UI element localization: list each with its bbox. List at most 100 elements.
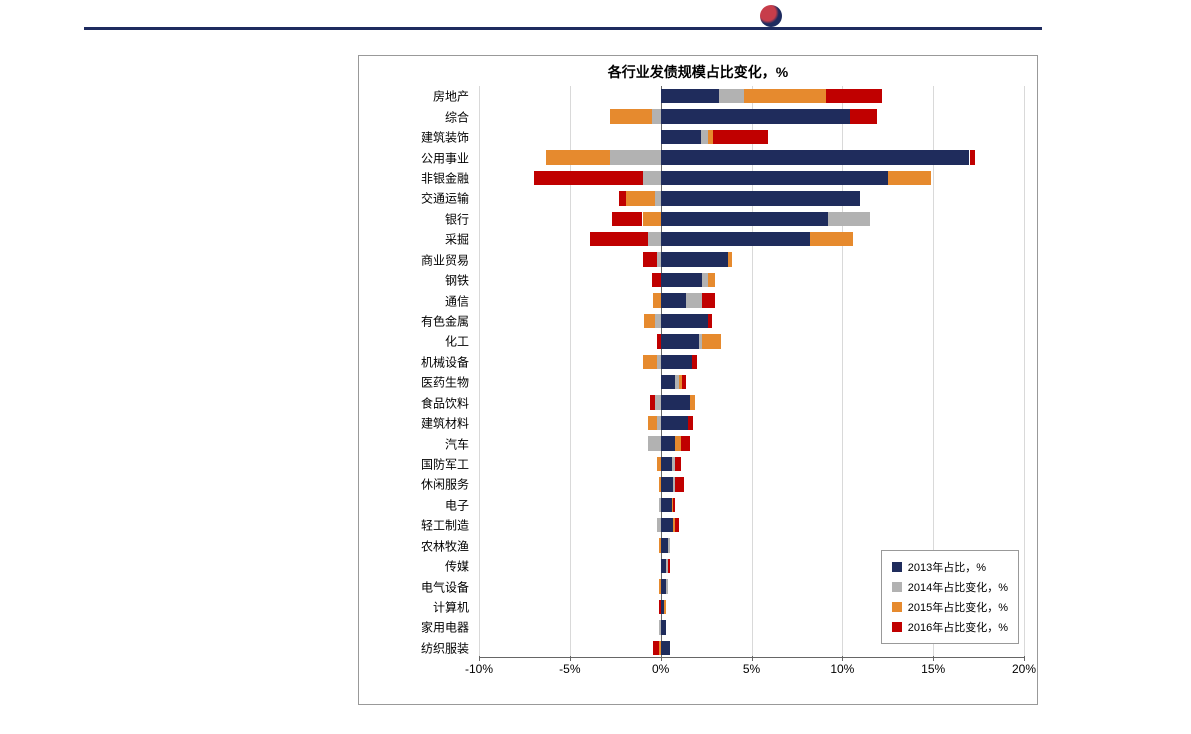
bar-segment xyxy=(612,212,643,226)
bar-row xyxy=(479,109,1024,123)
y-axis-label: 采掘 xyxy=(445,231,469,248)
bar-row xyxy=(479,375,1024,389)
legend-swatch xyxy=(892,562,902,572)
y-axis-label: 纺织服装 xyxy=(421,639,469,656)
y-axis-label: 国防军工 xyxy=(421,455,469,472)
bar-segment xyxy=(657,518,661,532)
bar-row xyxy=(479,355,1024,369)
bar-row xyxy=(479,477,1024,491)
bar-segment xyxy=(673,498,675,512)
x-tick-label: 10% xyxy=(830,662,854,676)
bar-segment xyxy=(648,232,661,246)
bar-segment xyxy=(661,191,861,205)
bar-segment xyxy=(661,232,810,246)
bar-segment xyxy=(688,416,693,430)
bar-segment xyxy=(546,150,610,164)
bar-segment xyxy=(661,538,668,552)
bar-segment xyxy=(675,477,684,491)
bar-segment xyxy=(655,314,660,328)
y-axis-label: 化工 xyxy=(445,333,469,350)
bar-row xyxy=(479,314,1024,328)
x-tick xyxy=(933,656,934,661)
bar-row xyxy=(479,436,1024,450)
legend-item: 2015年占比变化，% xyxy=(892,597,1008,617)
legend-label: 2016年占比变化，% xyxy=(908,619,1008,635)
bar-segment xyxy=(655,191,660,205)
bar-segment xyxy=(661,171,888,185)
bar-segment xyxy=(661,477,674,491)
bar-row xyxy=(479,416,1024,430)
x-tick xyxy=(570,656,571,661)
bar-segment xyxy=(664,600,666,614)
y-axis-label: 机械设备 xyxy=(421,353,469,370)
y-axis-labels: 房地产综合建筑装饰公用事业非银金融交通运输银行采掘商业贸易钢铁通信有色金属化工机… xyxy=(359,86,474,658)
logo-icon xyxy=(760,5,782,27)
bar-segment xyxy=(702,334,720,348)
bar-row xyxy=(479,171,1024,185)
bar-row xyxy=(479,130,1024,144)
bar-segment xyxy=(653,641,658,655)
bar-segment xyxy=(661,375,676,389)
x-tick xyxy=(479,656,480,661)
y-axis-label: 电气设备 xyxy=(421,578,469,595)
x-tick xyxy=(1024,656,1025,661)
bar-segment xyxy=(659,620,661,634)
y-axis-label: 公用事业 xyxy=(421,149,469,166)
y-axis-label: 传媒 xyxy=(445,558,469,575)
bar-segment xyxy=(657,416,661,430)
bar-segment xyxy=(661,150,970,164)
bar-segment xyxy=(650,395,655,409)
bar-segment xyxy=(643,171,661,185)
y-axis-label: 食品饮料 xyxy=(421,394,469,411)
bar-segment xyxy=(661,416,688,430)
bar-segment xyxy=(657,252,661,266)
y-axis-label: 房地产 xyxy=(433,88,469,105)
bar-segment xyxy=(661,130,701,144)
bar-segment xyxy=(661,355,692,369)
bar-segment xyxy=(643,252,658,266)
bar-segment xyxy=(659,538,661,552)
bar-segment xyxy=(661,641,670,655)
x-tick xyxy=(661,656,662,661)
bar-segment xyxy=(719,89,744,103)
bar-segment xyxy=(713,130,768,144)
bar-segment xyxy=(661,334,699,348)
bar-row xyxy=(479,252,1024,266)
bar-row xyxy=(479,273,1024,287)
bar-segment xyxy=(648,416,657,430)
bar-segment xyxy=(659,579,661,593)
y-axis-label: 电子 xyxy=(445,496,469,513)
bar-segment xyxy=(826,89,882,103)
bar-segment xyxy=(644,314,655,328)
legend-item: 2014年占比变化，% xyxy=(892,577,1008,597)
bar-segment xyxy=(850,109,877,123)
y-axis-label: 交通运输 xyxy=(421,190,469,207)
bar-segment xyxy=(610,109,652,123)
bar-segment xyxy=(708,314,712,328)
bar-segment xyxy=(701,130,708,144)
legend-label: 2013年占比，% xyxy=(908,559,986,575)
y-axis-label: 计算机 xyxy=(433,598,469,615)
x-axis: -10%-5%0%5%10%15%20% xyxy=(479,656,1024,676)
bar-segment xyxy=(626,191,655,205)
bar-segment xyxy=(657,334,661,348)
bar-segment xyxy=(708,273,715,287)
bar-segment xyxy=(666,579,668,593)
bar-row xyxy=(479,334,1024,348)
x-tick-label: 0% xyxy=(652,662,669,676)
bar-row xyxy=(479,293,1024,307)
x-tick-label: 15% xyxy=(921,662,945,676)
x-tick xyxy=(752,656,753,661)
bar-segment xyxy=(702,293,715,307)
bar-segment xyxy=(661,395,690,409)
bar-row xyxy=(479,232,1024,246)
x-tick-label: 5% xyxy=(743,662,760,676)
bar-segment xyxy=(661,436,676,450)
legend-swatch xyxy=(892,602,902,612)
x-tick-label: -5% xyxy=(559,662,580,676)
y-axis-label: 建筑装饰 xyxy=(421,129,469,146)
legend-item: 2016年占比变化，% xyxy=(892,617,1008,637)
bar-segment xyxy=(534,171,643,185)
bar-row xyxy=(479,89,1024,103)
y-axis-label: 钢铁 xyxy=(445,272,469,289)
